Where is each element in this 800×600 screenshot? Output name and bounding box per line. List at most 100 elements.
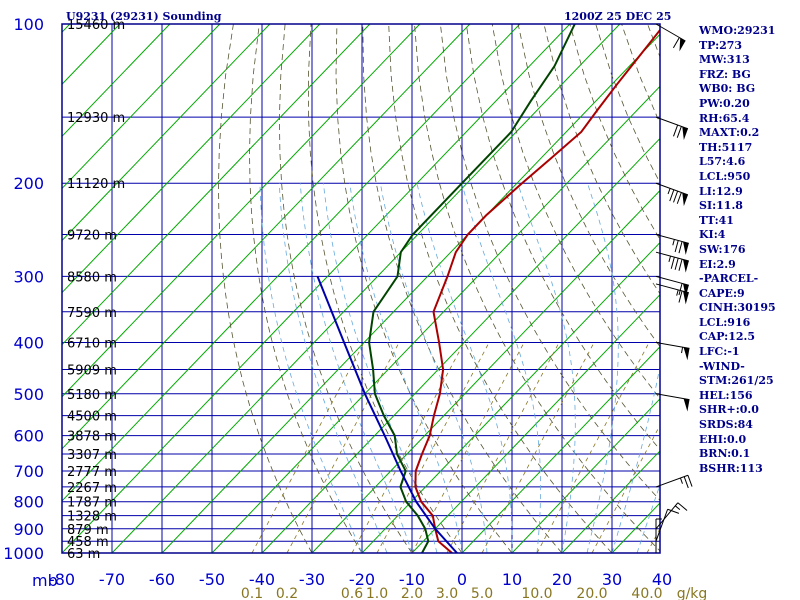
stat-item: PW:0.20 — [699, 96, 750, 110]
stat-item: SHR+:0.0 — [699, 403, 759, 417]
moist-adiabat — [461, 183, 541, 553]
temperature-tick-label: 10 — [502, 570, 522, 589]
wind-barb-pennant — [683, 398, 690, 412]
wind-barb-flag — [678, 290, 683, 303]
moist-adiabat — [611, 364, 660, 553]
mixing-ratio-line — [481, 342, 595, 553]
dry-adiabat — [777, 24, 800, 553]
wind-barb-flag — [667, 508, 680, 514]
wind-barbs — [655, 23, 693, 553]
mixing-ratio-label: 1.0 — [366, 586, 388, 600]
mixing-ratio-label: 0.2 — [276, 586, 298, 600]
dry-adiabat — [278, 24, 413, 553]
wind-barb — [655, 23, 686, 52]
wind-barb-staff — [655, 251, 689, 262]
temperature-tick-label: -60 — [149, 570, 175, 589]
wind-barb-flag — [669, 189, 675, 202]
stats-panel: WMO:29231 TP:273 MW:313 FRZ: BG WB0: BG PW:0.… — [699, 24, 776, 476]
isotherm-line — [62, 24, 521, 502]
mixing-ratio-label: 40.0 — [631, 586, 662, 600]
pressure-tick-label: 1000 — [3, 544, 44, 563]
isotherm-line — [62, 24, 371, 346]
wind-barb — [655, 393, 690, 412]
pressure-tick-label: 500 — [13, 385, 44, 404]
mixing-ratio-label: 5.0 — [471, 586, 493, 600]
temperature-tick-label: 0 — [457, 570, 467, 589]
wind-barb-half-flag — [672, 239, 675, 246]
mixing-ratio-line — [286, 342, 400, 553]
height-label: 3307 m — [67, 448, 117, 463]
height-label: 6710 m — [67, 336, 117, 351]
wind-barb-pennant — [683, 283, 689, 297]
series-dewpoint-line — [368, 24, 576, 553]
dry-adiabat — [218, 24, 313, 553]
height-label: 3878 m — [67, 430, 117, 445]
isotherm-line — [461, 346, 660, 553]
stat-item: WMO:29231 — [699, 24, 776, 37]
dry-adiabat — [249, 24, 363, 553]
pressure-tick-label: 400 — [13, 333, 44, 352]
height-label: 5909 m — [67, 364, 117, 379]
temperature-tick-label: -80 — [49, 570, 75, 589]
dry-adiabat — [388, 24, 613, 553]
temperature-tick-label: -20 — [349, 570, 375, 589]
dry-adiabat — [414, 24, 660, 552]
wind-barb-staff — [655, 341, 690, 349]
height-label: 5180 m — [67, 388, 117, 403]
wind-barb-staff — [655, 275, 689, 286]
stat-item: -PARCEL- — [699, 272, 759, 286]
mixing-ratio-label: 10.0 — [521, 586, 552, 600]
height-label: 879 m — [67, 523, 109, 538]
wind-barb-flag — [678, 241, 683, 254]
height-label: 9720 m — [67, 229, 117, 244]
stat-item: FRZ: BG — [699, 67, 751, 81]
wind-barb-pennant — [683, 241, 689, 255]
stat-item: RH:65.4 — [699, 111, 750, 125]
wind-barb-flag — [670, 256, 675, 269]
mixing-ratio-line — [591, 424, 660, 553]
temperature-tick-label: 30 — [602, 570, 622, 589]
temperature-tick-label: -70 — [99, 570, 125, 589]
wind-barb — [655, 502, 688, 530]
moist-adiabat — [278, 183, 388, 553]
isotherm-line — [62, 24, 171, 138]
isotherm-line — [62, 24, 471, 450]
stat-item: CAPE:9 — [699, 286, 745, 300]
isotherm-line — [561, 450, 660, 553]
wind-barb — [655, 116, 689, 141]
mixing-ratio-label: 0.1 — [241, 586, 263, 600]
height-label: 8580 m — [67, 270, 117, 285]
height-label: 15460 m — [67, 18, 125, 33]
mixing-ratio-label: 20.0 — [576, 586, 607, 600]
chart-title: U9231 (29231) Sounding — [66, 10, 222, 23]
wind-barb-half-flag — [667, 188, 671, 195]
stat-item: KI:4 — [699, 228, 726, 242]
pressure-tick-label: 900 — [13, 520, 44, 539]
dry-adiabat — [465, 24, 660, 451]
plot-frame — [61, 23, 661, 554]
mixing-ratio-line — [251, 342, 365, 553]
pressure-tick-label: 700 — [13, 462, 44, 481]
dry-adiabat — [440, 24, 660, 501]
mixing-ratio-label: 3.0 — [436, 586, 458, 600]
moist-adiabat — [259, 183, 363, 553]
dry-adiabat — [491, 24, 660, 400]
wind-barb-half-flag — [676, 289, 679, 296]
moist-adiabat — [586, 183, 619, 553]
wind-barb-half-flag — [679, 477, 683, 484]
stat-item: SRDS:84 — [699, 418, 753, 432]
wind-barb-pennant — [683, 259, 689, 273]
dry-adiabat — [335, 24, 513, 553]
wind-barb — [655, 474, 693, 489]
stat-item: CINH:30195 — [699, 301, 776, 315]
temperature-tick-label: -10 — [399, 570, 425, 589]
isotherm-line — [361, 241, 660, 553]
wind-barb-pennant — [682, 192, 688, 207]
wind-barb-pennant — [679, 38, 686, 52]
wind-barb-pennant — [683, 291, 689, 305]
wind-barb-staff — [655, 283, 689, 294]
stat-item: TT:41 — [699, 213, 734, 227]
temperature-tick-label: -50 — [199, 570, 225, 589]
wind-barb-pennant — [682, 126, 688, 141]
